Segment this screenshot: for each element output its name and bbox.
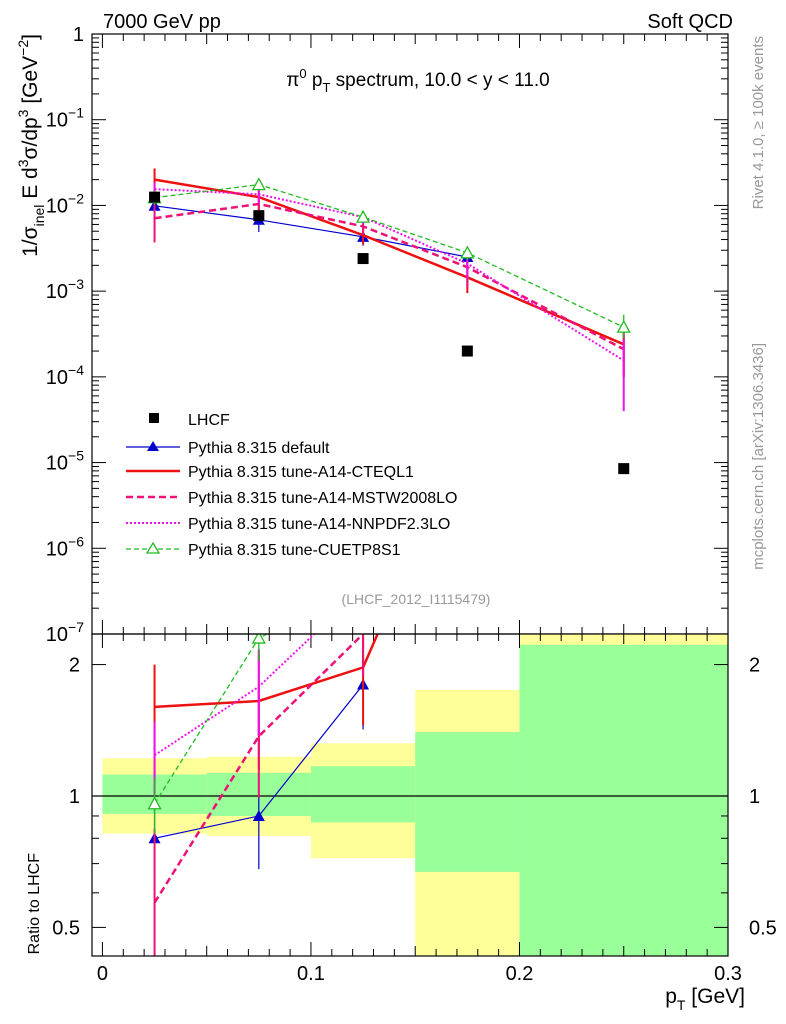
- legend-lhcf-marker: [149, 413, 159, 423]
- data-point: [461, 345, 473, 357]
- legend-default-label: Pythia 8.315 default: [188, 440, 330, 457]
- ratio-line: [153, 634, 365, 904]
- legend-mstw-label: Pythia 8.315 tune-A14-MSTW2008LO: [188, 490, 457, 507]
- series-cteql1: [153, 168, 625, 377]
- x-tick-label: 0: [97, 963, 108, 985]
- ratio-point: [251, 634, 266, 644]
- y-tick-label: 10−2: [46, 190, 84, 217]
- band-inner: [310, 766, 416, 823]
- data-point: [149, 191, 161, 203]
- main-panel: 1 10−1 10−2 10−3 10−4 10−5 10−6 10−7 π0 pT spec…: [15, 24, 729, 646]
- ratio-axis-title: Ratio to LHCF: [26, 853, 43, 955]
- ratio-line: [154, 634, 316, 757]
- series-line: [154, 178, 625, 346]
- ratio-y-tick-labels: 0.5 0.5 1 1 2 2: [52, 655, 777, 940]
- data-point: [253, 210, 265, 222]
- y-tick-label: 10−5: [46, 448, 84, 475]
- ratio-y-tick-label-right: 2: [749, 655, 760, 677]
- legend-entry-default: Pythia 8.315 default: [126, 440, 330, 457]
- legend-cteql1-label: Pythia 8.315 tune-A14-CTEQL1: [188, 464, 414, 481]
- series-default: [148, 199, 474, 268]
- y-axis-title: 1/σinel E d3σ/dp3 [GeV−2]: [15, 34, 47, 257]
- y-tick-label: 10−4: [46, 362, 84, 389]
- series-line: [154, 188, 625, 362]
- x-axis-title: pT [GeV]: [665, 985, 745, 1013]
- chart-title: π0 pT spectrum, 10.0 < y < 11.0: [286, 66, 549, 95]
- legend-entry-nnpdf: Pythia 8.315 tune-A14-NNPDF2.3LO: [126, 516, 450, 533]
- x-tick-labels: 0 0.1 0.2 0.3: [97, 963, 742, 985]
- band-inner: [415, 732, 520, 872]
- main-series: [147, 168, 631, 475]
- legend-nnpdf-label: Pythia 8.315 tune-A14-NNPDF2.3LO: [188, 516, 450, 533]
- legend-entry-lhcf: LHCF: [149, 412, 230, 429]
- y-tick-label: 10−3: [46, 276, 84, 303]
- ratio-y-tick-label-right: 0.5: [749, 917, 777, 939]
- legend-default-marker: [147, 441, 159, 451]
- y-tick-label: 1: [73, 24, 84, 46]
- x-tick-label: 0.3: [714, 963, 742, 985]
- y-tick-label: 10−7: [46, 619, 84, 646]
- series-nnpdf: [153, 182, 625, 411]
- ratio-frame: [91, 633, 729, 957]
- legend-cuetp8s1-marker: [145, 541, 161, 554]
- data-point: [355, 209, 371, 223]
- y-tick-label: 10−6: [46, 533, 84, 560]
- data-point: [460, 245, 475, 259]
- band-inner: [519, 644, 728, 956]
- ratio-y-tick-label: 1: [69, 786, 80, 808]
- legend-lhcf-label: LHCF: [188, 412, 230, 429]
- data-point: [251, 177, 266, 191]
- main-axis-ticks: [92, 33, 729, 635]
- ratio-panel: 0.5 0.5 1 1 2 2 0 0.1 0.2 0.3 Ratio to LHCF pT […: [26, 633, 777, 1013]
- legend-entry-cteql1: Pythia 8.315 tune-A14-CTEQL1: [126, 464, 414, 481]
- data-point: [616, 319, 631, 333]
- ratio-series: [147, 634, 379, 956]
- main-y-tick-labels: 1 10−1 10−2 10−3 10−4 10−5 10−6 10−7: [46, 24, 84, 646]
- ratio-y-tick-label: 0.5: [52, 917, 80, 939]
- header-process-label: Soft QCD: [647, 11, 733, 33]
- rivet-version-label: Rivet 4.1.0, ≥ 100k events: [750, 36, 767, 209]
- legend-entry-mstw: Pythia 8.315 tune-A14-MSTW2008LO: [126, 490, 457, 507]
- ratio-series-cuetp8s1: [147, 634, 269, 834]
- header-energy-label: 7000 GeV pp: [103, 11, 221, 33]
- data-point: [357, 253, 369, 265]
- ratio-y-tick-label: 2: [69, 655, 80, 677]
- series-cuetp8s1: [147, 177, 631, 339]
- ratio-y-tick-label-right: 1: [749, 786, 760, 808]
- legend-cuetp8s1-label: Pythia 8.315 tune-CUETP8S1: [188, 542, 401, 559]
- ratio-point: [252, 809, 265, 821]
- series-line: [154, 183, 624, 328]
- data-point: [618, 463, 630, 475]
- series-lhcf: [149, 191, 630, 475]
- series-mstw: [153, 194, 625, 377]
- series-line: [154, 205, 468, 258]
- y-tick-label: 10−1: [46, 105, 84, 132]
- x-tick-label: 0.1: [297, 963, 325, 985]
- analysis-watermark: (LHCF_2012_I1115479): [342, 591, 491, 607]
- ratio-uncertainty-bands: [102, 634, 728, 956]
- x-tick-label: 0.2: [506, 963, 534, 985]
- legend-entry-cuetp8s1: Pythia 8.315 tune-CUETP8S1: [126, 541, 401, 559]
- mcplots-label: mcplots.cern.ch [arXiv:1306.3436]: [750, 343, 767, 570]
- series-line: [154, 202, 625, 351]
- legend: LHCF Pythia 8.315 default Pythia 8.315 t…: [126, 412, 457, 559]
- ratio-point: [147, 796, 162, 810]
